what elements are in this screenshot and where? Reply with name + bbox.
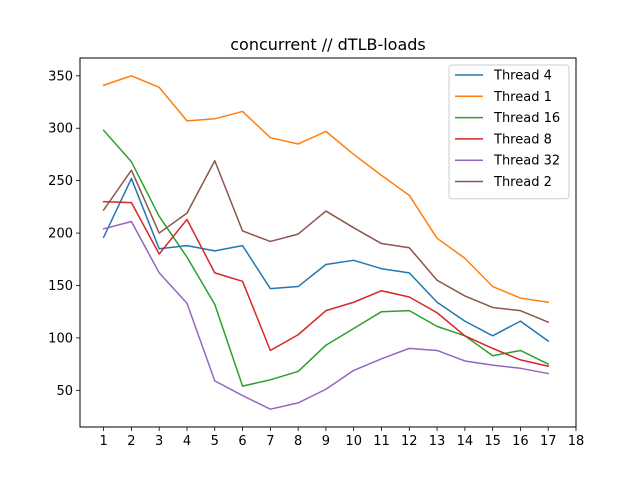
y-tick-label: 350 bbox=[48, 69, 73, 84]
legend-label: Thread 4 bbox=[493, 69, 552, 84]
y-tick-label: 250 bbox=[48, 174, 73, 189]
legend-label: Thread 2 bbox=[493, 175, 552, 190]
series-line-thread-4 bbox=[102, 177, 550, 343]
series-layer bbox=[102, 75, 550, 410]
x-tick-label: 17 bbox=[540, 434, 557, 449]
x-tick-label: 6 bbox=[238, 434, 246, 449]
x-tick-label: 18 bbox=[568, 434, 585, 449]
chart-title: concurrent // dTLB-loads bbox=[230, 35, 426, 54]
series-line-thread-32 bbox=[102, 220, 550, 410]
x-tick-label: 4 bbox=[183, 434, 191, 449]
y-tick-label: 200 bbox=[48, 227, 73, 242]
y-tick-label: 50 bbox=[56, 384, 73, 399]
legend-label: Thread 1 bbox=[493, 90, 552, 105]
legend: Thread 4 Thread 1 Thread 16 Thread 8 Thread … bbox=[448, 64, 570, 200]
plot-frame bbox=[79, 57, 577, 428]
legend-box bbox=[448, 64, 570, 200]
legend-label: Thread 16 bbox=[493, 111, 560, 126]
x-tick-label: 16 bbox=[512, 434, 529, 449]
x-tick-label: 9 bbox=[322, 434, 330, 449]
x-tick-label: 8 bbox=[294, 434, 302, 449]
x-axis: 1 2 3 4 5 6 7 8 9 10 11 12 13 14 15 16 17 18 bbox=[99, 427, 584, 449]
x-tick-label: 15 bbox=[484, 434, 501, 449]
x-tick-label: 11 bbox=[373, 434, 390, 449]
x-tick-label: 2 bbox=[127, 434, 135, 449]
legend-label: Thread 8 bbox=[493, 132, 552, 147]
series-line-thread-1 bbox=[102, 75, 550, 304]
series-line-thread-8 bbox=[102, 200, 550, 368]
series-line-thread-16 bbox=[102, 129, 550, 387]
x-tick-label: 3 bbox=[155, 434, 163, 449]
x-tick-label: 1 bbox=[99, 434, 107, 449]
y-tick-label: 300 bbox=[48, 122, 73, 137]
x-tick-label: 14 bbox=[457, 434, 474, 449]
x-tick-label: 5 bbox=[211, 434, 219, 449]
legend-label: Thread 32 bbox=[493, 154, 560, 169]
y-tick-label: 100 bbox=[48, 331, 73, 346]
x-tick-label: 7 bbox=[266, 434, 274, 449]
y-tick-label: 150 bbox=[48, 279, 73, 294]
x-tick-label: 10 bbox=[345, 434, 362, 449]
series-line-thread-2 bbox=[102, 159, 550, 324]
x-tick-label: 12 bbox=[401, 434, 418, 449]
y-axis: 50 100 150 200 250 300 350 bbox=[48, 69, 80, 399]
x-tick-label: 13 bbox=[429, 434, 446, 449]
